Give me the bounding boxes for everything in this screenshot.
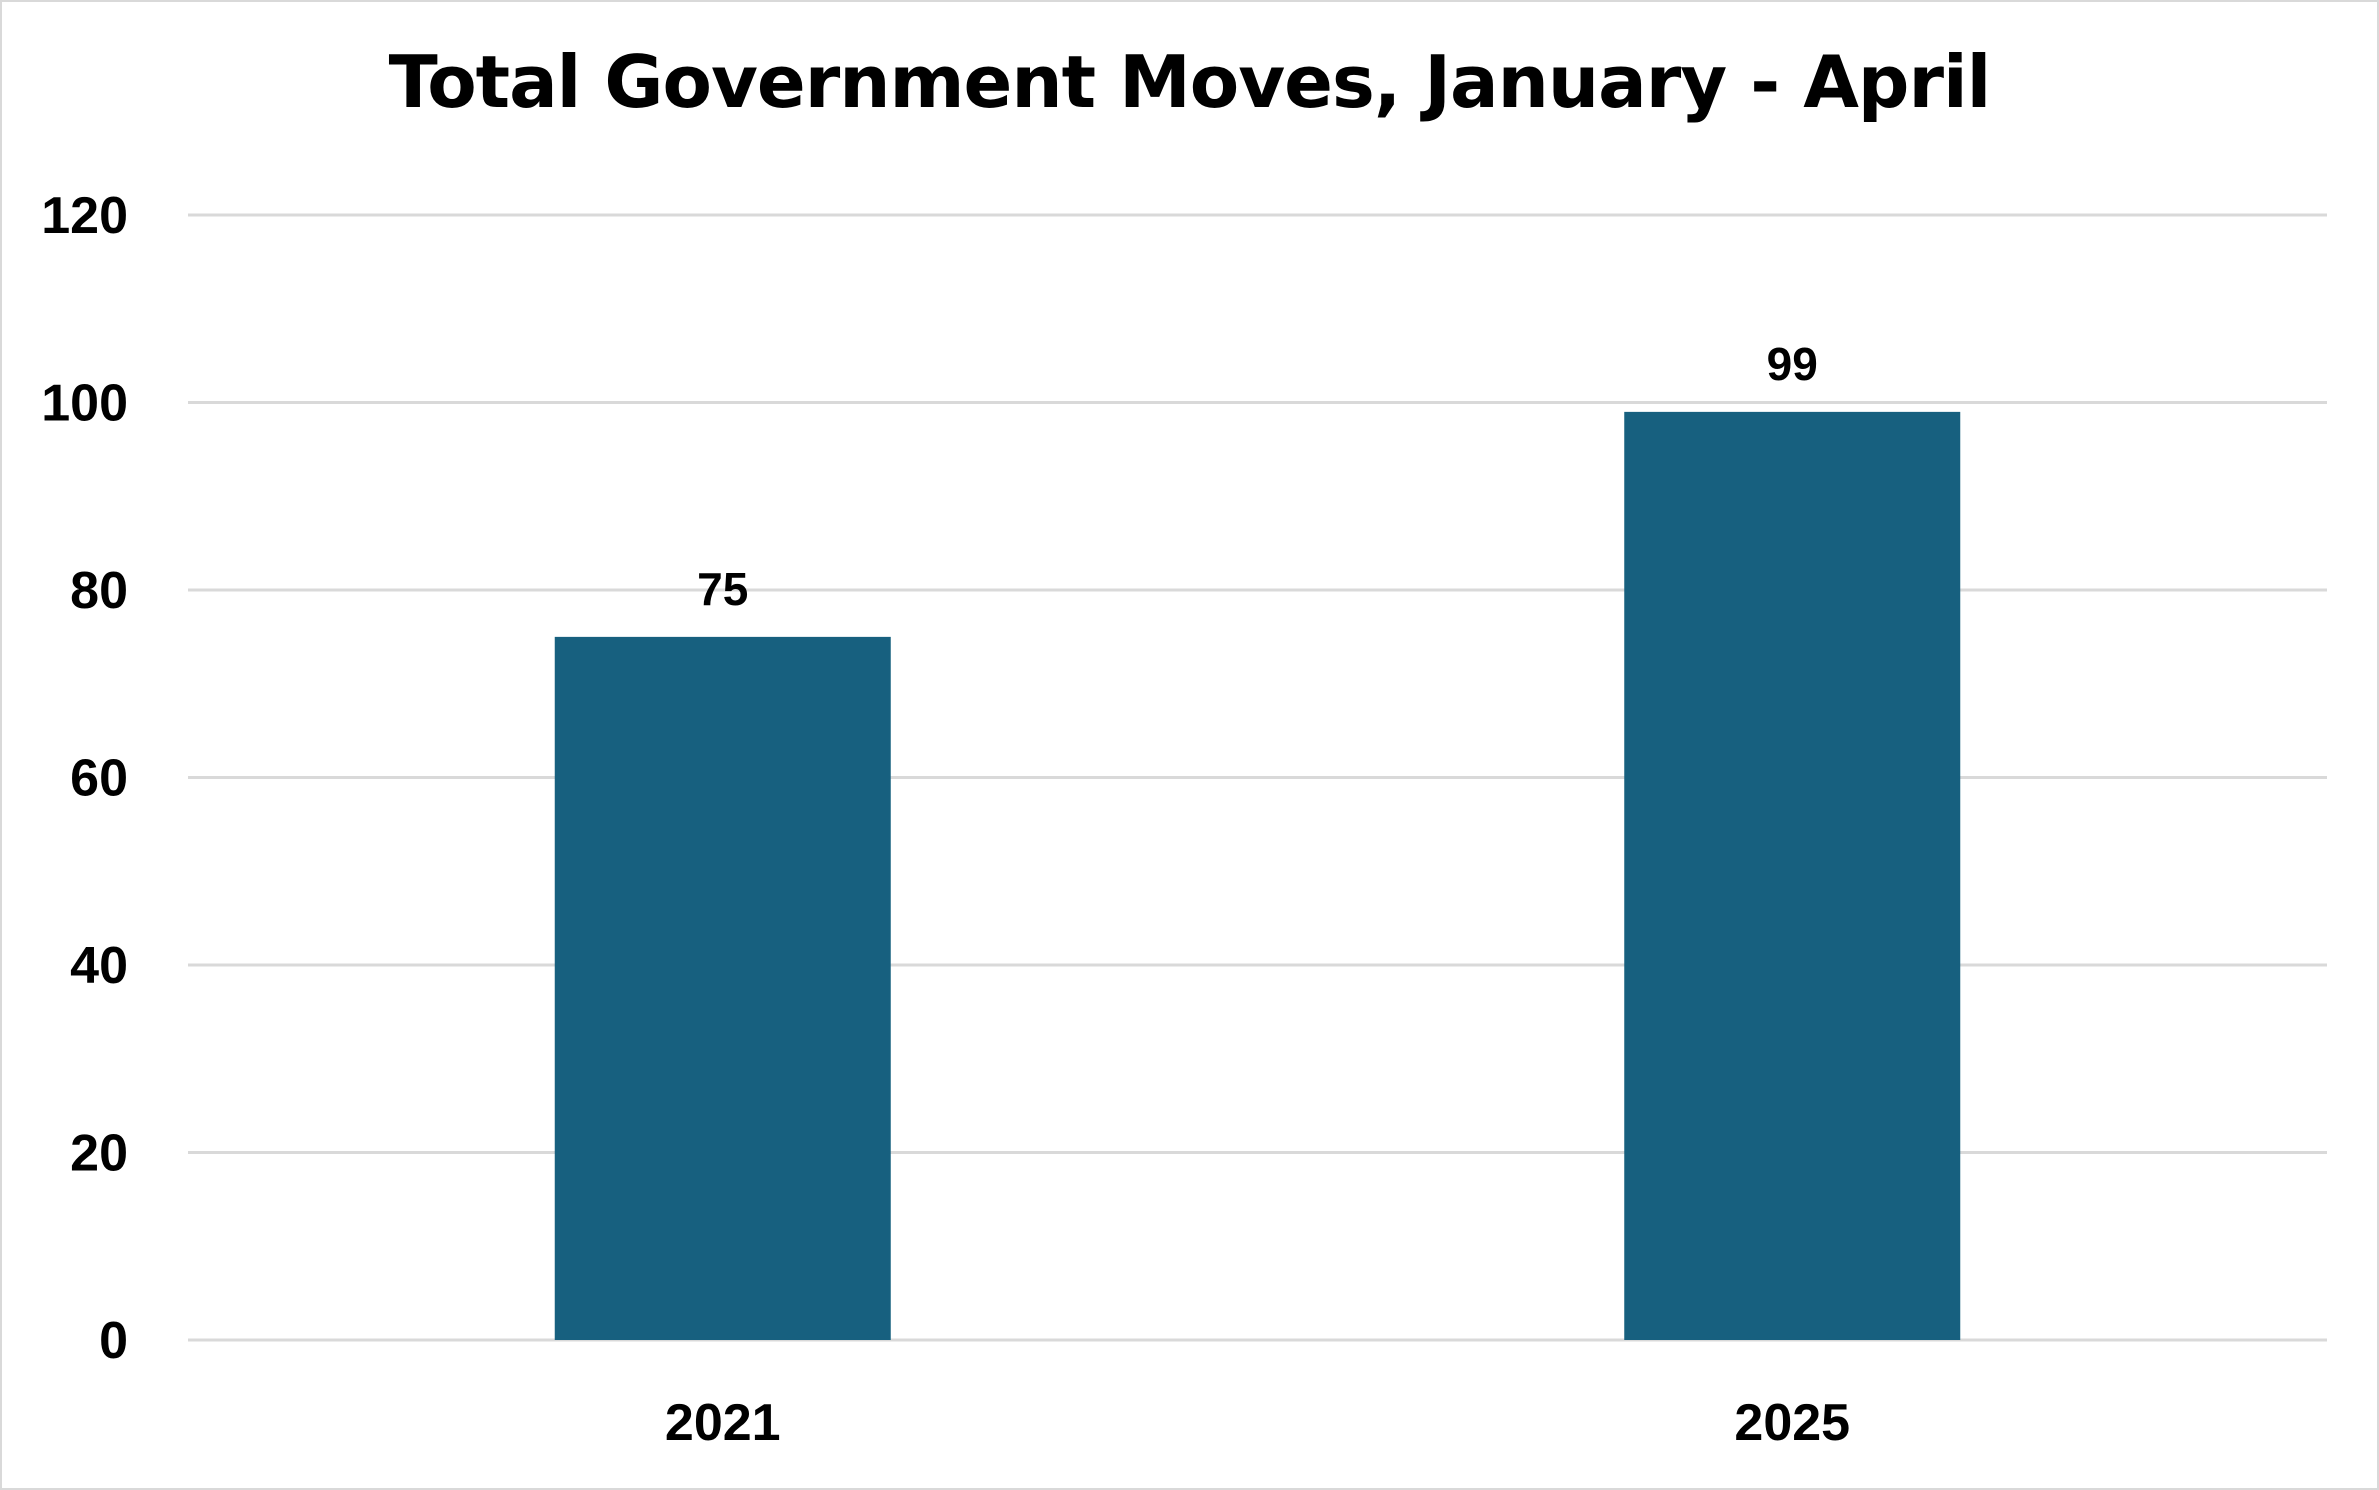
data-label-2025: 99 [1767, 338, 1818, 390]
y-tick-label: 100 [41, 375, 128, 433]
y-tick-label: 80 [70, 562, 128, 620]
bars [554, 411, 1961, 1340]
bar-2025 [1624, 411, 1961, 1340]
y-tick-label: 60 [70, 750, 128, 808]
data-labels: 75 99 [697, 338, 1818, 615]
y-tick-label: 0 [99, 1312, 128, 1370]
gridlines [188, 213, 2327, 1342]
x-axis-tick-labels: 2021 2025 [665, 1394, 1850, 1452]
y-axis-tick-labels: 0 20 40 60 80 100 120 [41, 187, 128, 1370]
data-label-2021: 75 [697, 563, 748, 615]
bar-2021 [554, 636, 891, 1340]
y-tick-label: 40 [70, 937, 128, 995]
y-tick-label: 20 [70, 1125, 128, 1183]
chart-title: Total Government Moves, January - April [388, 40, 1992, 124]
y-tick-label: 120 [41, 187, 128, 245]
x-tick-label-2025: 2025 [1734, 1394, 1850, 1452]
x-tick-label-2021: 2021 [665, 1394, 781, 1452]
